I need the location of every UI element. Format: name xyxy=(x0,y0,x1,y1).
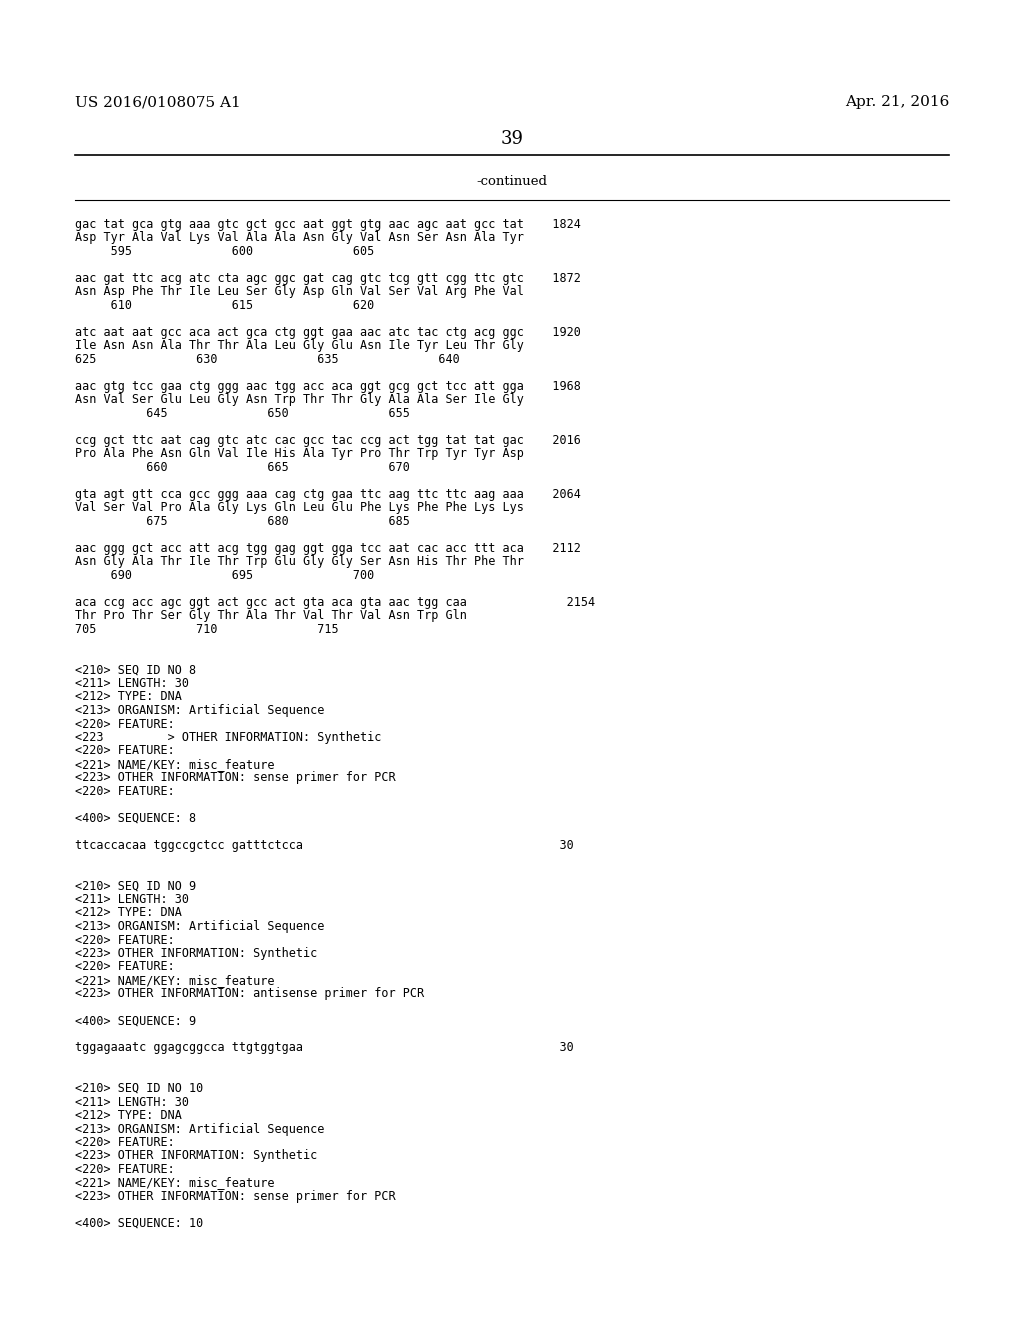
Text: Ile Asn Asn Ala Thr Thr Ala Leu Gly Glu Asn Ile Tyr Leu Thr Gly: Ile Asn Asn Ala Thr Thr Ala Leu Gly Glu … xyxy=(75,339,524,352)
Text: <212> TYPE: DNA: <212> TYPE: DNA xyxy=(75,1109,182,1122)
Text: 660              665              670: 660 665 670 xyxy=(75,461,410,474)
Text: <223> OTHER INFORMATION: antisense primer for PCR: <223> OTHER INFORMATION: antisense prime… xyxy=(75,987,424,1001)
Text: Val Ser Val Pro Ala Gly Lys Gln Leu Glu Phe Lys Phe Phe Lys Lys: Val Ser Val Pro Ala Gly Lys Gln Leu Glu … xyxy=(75,502,524,515)
Text: <213> ORGANISM: Artificial Sequence: <213> ORGANISM: Artificial Sequence xyxy=(75,1122,325,1135)
Text: <223> OTHER INFORMATION: sense primer for PCR: <223> OTHER INFORMATION: sense primer fo… xyxy=(75,1191,395,1203)
Text: 675              680              685: 675 680 685 xyxy=(75,515,410,528)
Text: <211> LENGTH: 30: <211> LENGTH: 30 xyxy=(75,894,189,906)
Text: 39: 39 xyxy=(501,129,523,148)
Text: <211> LENGTH: 30: <211> LENGTH: 30 xyxy=(75,1096,189,1109)
Text: <223> OTHER INFORMATION: Synthetic: <223> OTHER INFORMATION: Synthetic xyxy=(75,1150,317,1163)
Text: <210> SEQ ID NO 9: <210> SEQ ID NO 9 xyxy=(75,879,197,892)
Text: <210> SEQ ID NO 8: <210> SEQ ID NO 8 xyxy=(75,664,197,676)
Text: <211> LENGTH: 30: <211> LENGTH: 30 xyxy=(75,677,189,690)
Text: <223         > OTHER INFORMATION: Synthetic: <223 > OTHER INFORMATION: Synthetic xyxy=(75,731,381,744)
Text: 645              650              655: 645 650 655 xyxy=(75,407,410,420)
Text: <220> FEATURE:: <220> FEATURE: xyxy=(75,933,175,946)
Text: <221> NAME/KEY: misc_feature: <221> NAME/KEY: misc_feature xyxy=(75,974,274,987)
Text: <220> FEATURE:: <220> FEATURE: xyxy=(75,1163,175,1176)
Text: <212> TYPE: DNA: <212> TYPE: DNA xyxy=(75,907,182,920)
Text: <220> FEATURE:: <220> FEATURE: xyxy=(75,744,175,758)
Text: <220> FEATURE:: <220> FEATURE: xyxy=(75,785,175,799)
Text: -continued: -continued xyxy=(476,176,548,187)
Text: aac gtg tcc gaa ctg ggg aac tgg acc aca ggt gcg gct tcc att gga    1968: aac gtg tcc gaa ctg ggg aac tgg acc aca … xyxy=(75,380,581,393)
Text: Thr Pro Thr Ser Gly Thr Ala Thr Val Thr Val Asn Trp Gln: Thr Pro Thr Ser Gly Thr Ala Thr Val Thr … xyxy=(75,610,467,623)
Text: Pro Ala Phe Asn Gln Val Ile His Ala Tyr Pro Thr Trp Tyr Tyr Asp: Pro Ala Phe Asn Gln Val Ile His Ala Tyr … xyxy=(75,447,524,461)
Text: 610              615              620: 610 615 620 xyxy=(75,300,374,312)
Text: gta agt gtt cca gcc ggg aaa cag ctg gaa ttc aag ttc ttc aag aaa    2064: gta agt gtt cca gcc ggg aaa cag ctg gaa … xyxy=(75,488,581,502)
Text: Asn Val Ser Glu Leu Gly Asn Trp Thr Thr Gly Ala Ala Ser Ile Gly: Asn Val Ser Glu Leu Gly Asn Trp Thr Thr … xyxy=(75,393,524,407)
Text: <223> OTHER INFORMATION: Synthetic: <223> OTHER INFORMATION: Synthetic xyxy=(75,946,317,960)
Text: <212> TYPE: DNA: <212> TYPE: DNA xyxy=(75,690,182,704)
Text: <220> FEATURE:: <220> FEATURE: xyxy=(75,718,175,730)
Text: ccg gct ttc aat cag gtc atc cac gcc tac ccg act tgg tat tat gac    2016: ccg gct ttc aat cag gtc atc cac gcc tac … xyxy=(75,434,581,447)
Text: aca ccg acc agc ggt act gcc act gta aca gta aac tgg caa              2154: aca ccg acc agc ggt act gcc act gta aca … xyxy=(75,597,595,609)
Text: <210> SEQ ID NO 10: <210> SEQ ID NO 10 xyxy=(75,1082,203,1096)
Text: Apr. 21, 2016: Apr. 21, 2016 xyxy=(845,95,949,110)
Text: tggagaaatc ggagcggcca ttgtggtgaa                                    30: tggagaaatc ggagcggcca ttgtggtgaa 30 xyxy=(75,1041,573,1055)
Text: <213> ORGANISM: Artificial Sequence: <213> ORGANISM: Artificial Sequence xyxy=(75,704,325,717)
Text: Asp Tyr Ala Val Lys Val Ala Ala Asn Gly Val Asn Ser Asn Ala Tyr: Asp Tyr Ala Val Lys Val Ala Ala Asn Gly … xyxy=(75,231,524,244)
Text: <223> OTHER INFORMATION: sense primer for PCR: <223> OTHER INFORMATION: sense primer fo… xyxy=(75,771,395,784)
Text: Asn Gly Ala Thr Ile Thr Trp Glu Gly Gly Ser Asn His Thr Phe Thr: Asn Gly Ala Thr Ile Thr Trp Glu Gly Gly … xyxy=(75,556,524,569)
Text: 595              600              605: 595 600 605 xyxy=(75,246,374,257)
Text: Asn Asp Phe Thr Ile Leu Ser Gly Asp Gln Val Ser Val Arg Phe Val: Asn Asp Phe Thr Ile Leu Ser Gly Asp Gln … xyxy=(75,285,524,298)
Text: <221> NAME/KEY: misc_feature: <221> NAME/KEY: misc_feature xyxy=(75,758,274,771)
Text: aac ggg gct acc att acg tgg gag ggt gga tcc aat cac acc ttt aca    2112: aac ggg gct acc att acg tgg gag ggt gga … xyxy=(75,543,581,554)
Text: atc aat aat gcc aca act gca ctg ggt gaa aac atc tac ctg acg ggc    1920: atc aat aat gcc aca act gca ctg ggt gaa … xyxy=(75,326,581,339)
Text: <400> SEQUENCE: 8: <400> SEQUENCE: 8 xyxy=(75,812,197,825)
Text: ttcaccacaa tggccgctcc gatttctcca                                    30: ttcaccacaa tggccgctcc gatttctcca 30 xyxy=(75,840,573,851)
Text: <213> ORGANISM: Artificial Sequence: <213> ORGANISM: Artificial Sequence xyxy=(75,920,325,933)
Text: <220> FEATURE:: <220> FEATURE: xyxy=(75,1137,175,1148)
Text: <400> SEQUENCE: 9: <400> SEQUENCE: 9 xyxy=(75,1015,197,1027)
Text: gac tat gca gtg aaa gtc gct gcc aat ggt gtg aac agc aat gcc tat    1824: gac tat gca gtg aaa gtc gct gcc aat ggt … xyxy=(75,218,581,231)
Text: <220> FEATURE:: <220> FEATURE: xyxy=(75,961,175,974)
Text: 705              710              715: 705 710 715 xyxy=(75,623,339,636)
Text: 690              695              700: 690 695 700 xyxy=(75,569,374,582)
Text: US 2016/0108075 A1: US 2016/0108075 A1 xyxy=(75,95,241,110)
Text: aac gat ttc acg atc cta agc ggc gat cag gtc tcg gtt cgg ttc gtc    1872: aac gat ttc acg atc cta agc ggc gat cag … xyxy=(75,272,581,285)
Text: <400> SEQUENCE: 10: <400> SEQUENCE: 10 xyxy=(75,1217,203,1230)
Text: <221> NAME/KEY: misc_feature: <221> NAME/KEY: misc_feature xyxy=(75,1176,274,1189)
Text: 625              630              635              640: 625 630 635 640 xyxy=(75,352,460,366)
